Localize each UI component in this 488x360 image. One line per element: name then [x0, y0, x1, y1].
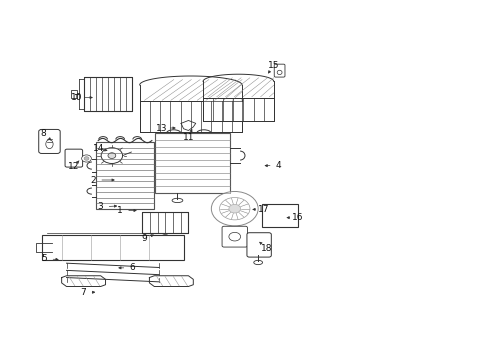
Text: 14: 14 — [92, 144, 103, 153]
FancyBboxPatch shape — [222, 226, 247, 247]
Text: 18: 18 — [260, 244, 272, 253]
Circle shape — [81, 155, 91, 162]
Circle shape — [219, 198, 249, 220]
Circle shape — [228, 204, 240, 213]
Bar — [42, 235, 183, 260]
Text: 8: 8 — [41, 129, 46, 138]
Text: 7: 7 — [81, 288, 86, 297]
Text: 4: 4 — [275, 161, 281, 170]
Text: 16: 16 — [292, 213, 303, 222]
Text: 15: 15 — [267, 61, 279, 70]
FancyBboxPatch shape — [65, 149, 82, 167]
Circle shape — [211, 192, 258, 226]
Circle shape — [101, 148, 122, 163]
Text: 6: 6 — [129, 264, 135, 273]
Bar — [155, 134, 230, 193]
Text: 17: 17 — [258, 205, 269, 214]
FancyBboxPatch shape — [246, 233, 271, 257]
Circle shape — [108, 153, 116, 158]
Circle shape — [84, 157, 89, 160]
Text: 5: 5 — [41, 255, 47, 264]
Bar — [83, 77, 132, 111]
Text: 3: 3 — [98, 202, 103, 211]
FancyBboxPatch shape — [39, 130, 60, 153]
Bar — [203, 98, 273, 121]
Ellipse shape — [277, 70, 282, 75]
Text: 2: 2 — [90, 176, 96, 185]
Bar — [96, 142, 154, 209]
Bar — [71, 90, 77, 98]
Ellipse shape — [172, 198, 183, 203]
Bar — [261, 204, 298, 227]
Ellipse shape — [46, 140, 53, 149]
Text: 12: 12 — [68, 162, 80, 171]
Text: 1: 1 — [117, 206, 123, 215]
Text: 9: 9 — [142, 234, 147, 243]
Text: 13: 13 — [156, 123, 167, 132]
Bar — [140, 101, 242, 132]
Ellipse shape — [253, 260, 262, 265]
Circle shape — [228, 232, 240, 241]
Circle shape — [161, 234, 169, 240]
Text: 10: 10 — [70, 93, 82, 102]
FancyBboxPatch shape — [274, 64, 285, 77]
Text: 11: 11 — [183, 133, 194, 142]
Bar — [142, 212, 188, 233]
